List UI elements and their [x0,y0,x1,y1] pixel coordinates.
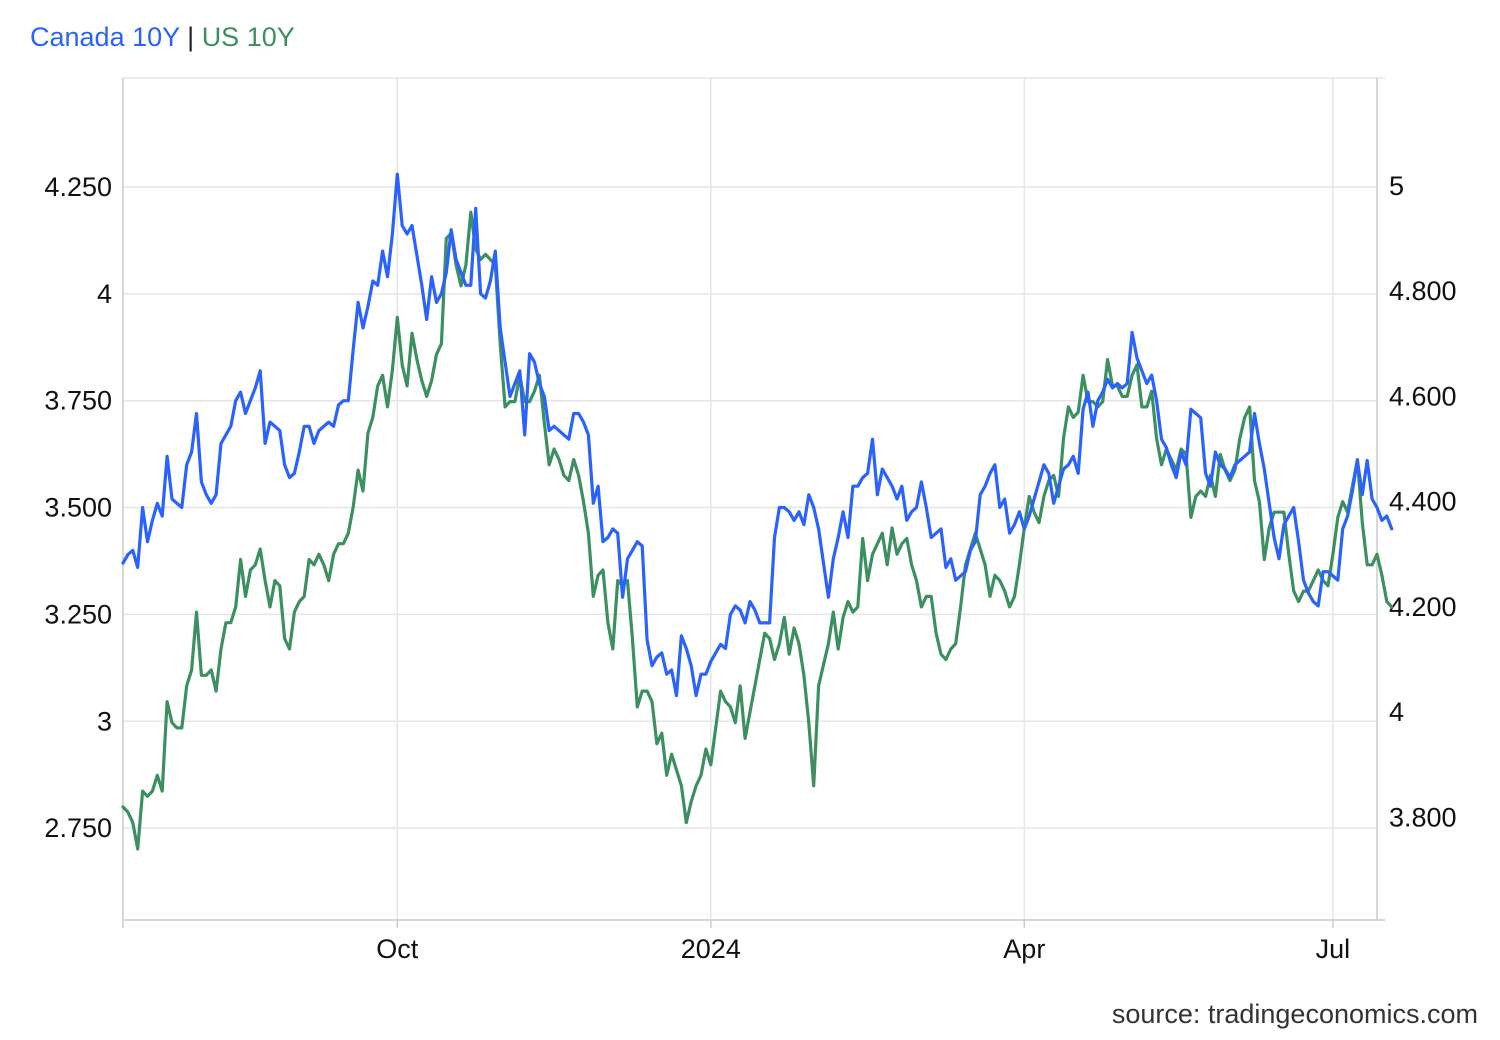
y-left-tick-label: 2.750 [44,813,112,843]
y-left-tick-label: 3.500 [44,493,112,523]
y-right-tick-label: 3.800 [1389,802,1457,832]
tick-labels: 4.250 4 3.750 3.500 3.250 3 2.750 5 4.800 4.600 4.… [44,171,1456,964]
series-lines [123,174,1392,849]
x-tick-label: Apr [1003,934,1045,964]
y-right-tick-label: 4.600 [1389,381,1457,411]
x-tick-label: Oct [376,934,419,964]
y-right-tick-label: 4.800 [1389,276,1457,306]
source-credit: source: tradingeconomics.com [1112,999,1478,1030]
series-line-canada-10y [123,174,1392,695]
y-right-tick-label: 4.400 [1389,487,1457,517]
x-tick-label: 2024 [681,934,741,964]
y-left-tick-label: 3 [97,706,112,736]
y-left-tick-label: 3.250 [44,599,112,629]
y-right-tick-label: 4 [1389,697,1404,727]
y-right-tick-label: 4.200 [1389,592,1457,622]
x-tick-label: Jul [1316,934,1351,964]
series-line-us-10y [123,212,1392,849]
y-left-tick-label: 3.750 [44,386,112,416]
y-left-tick-label: 4.250 [44,172,112,202]
y-left-tick-label: 4 [97,279,112,309]
y-right-tick-label: 5 [1389,171,1404,201]
